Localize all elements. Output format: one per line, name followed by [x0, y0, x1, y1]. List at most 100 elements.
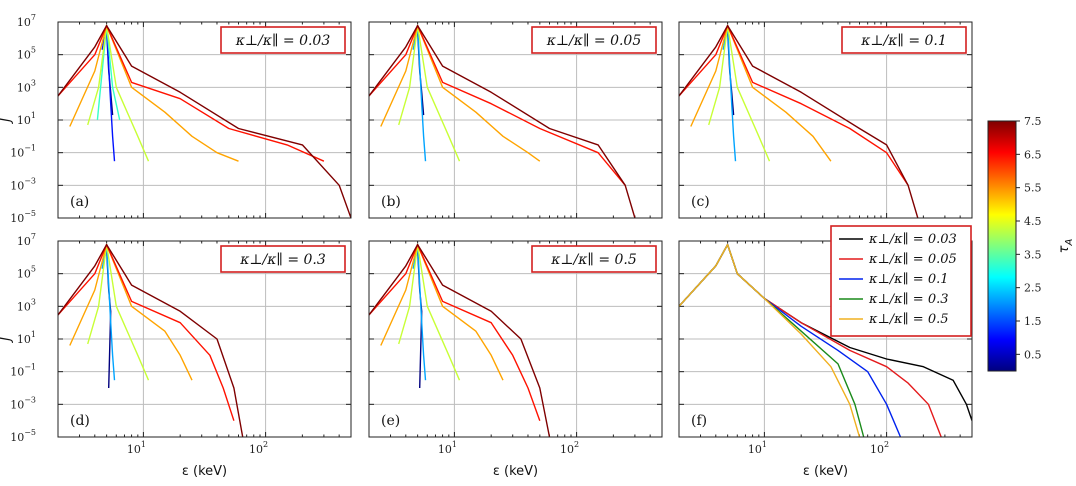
- series-line: [708, 24, 771, 162]
- ratio-label: κ⊥/κ∥ = 0.03: [235, 33, 331, 49]
- axis-ticks: [368, 21, 663, 219]
- y-tick-base: 10: [17, 268, 31, 281]
- y-tick-base: 10: [10, 431, 24, 444]
- series-line: [87, 24, 150, 162]
- series-line: [690, 24, 832, 162]
- y-tick-label: 10−1: [10, 363, 36, 379]
- colorbar-tick-label: 1.5: [1024, 315, 1042, 328]
- y-tick-label: 105: [17, 46, 36, 62]
- panel-label: (a): [70, 194, 89, 210]
- x-tick-exponent: 1: [141, 440, 146, 449]
- colorbar-tick-label: 5.5: [1024, 182, 1042, 195]
- ratio-box: [841, 26, 967, 54]
- x-axis-label: ε (keV): [493, 464, 538, 479]
- series-line: [369, 243, 541, 421]
- ratio-box: [220, 26, 346, 54]
- x-tick-label: 102: [870, 440, 889, 456]
- series-group: [679, 243, 972, 437]
- panel-c: (c) κ⊥/κ∥ = 0.1: [678, 21, 973, 219]
- legend-entry: κ⊥/κ∥ = 0.5: [868, 312, 949, 327]
- colorbar-label-main: τ: [1057, 245, 1072, 253]
- y-tick-label: 10−1: [10, 144, 36, 160]
- series-line: [87, 243, 150, 381]
- panel-label: (e): [381, 413, 400, 429]
- colorbar-tick-label: 2.5: [1024, 282, 1042, 295]
- y-tick-exponent: −3: [24, 176, 36, 185]
- legend-entry: κ⊥/κ∥ = 0.03: [868, 232, 957, 247]
- y-tick-exponent: 5: [31, 265, 36, 274]
- series-line: [679, 243, 861, 437]
- y-tick-exponent: 5: [31, 46, 36, 55]
- y-tick-label: 105: [17, 265, 36, 281]
- colorbar: 7.5 6.5 5.5 4.5 3.5 2.5 1.5 0.5 τA: [987, 115, 1075, 372]
- y-tick-label: 10−5: [10, 209, 36, 225]
- y-tick-label: 103: [17, 78, 36, 94]
- y-tick-base: 10: [10, 147, 24, 160]
- axes-frame: [368, 240, 663, 438]
- x-tick-exponent: 2: [574, 440, 579, 449]
- series-line: [369, 24, 636, 218]
- y-tick-base: 10: [10, 212, 24, 225]
- x-tick-exponent: 2: [263, 440, 268, 449]
- ratio-label: κ⊥/κ∥ = 0.3: [239, 252, 326, 268]
- series-line: [369, 24, 626, 186]
- colorbar-tick-label: 6.5: [1024, 148, 1042, 161]
- series-line: [69, 24, 239, 162]
- x-tick-base: 10: [560, 443, 574, 456]
- y-tick-label: 10−5: [10, 428, 36, 444]
- y-tick-base: 10: [17, 49, 31, 62]
- panel-label: (d): [70, 413, 90, 429]
- legend-entry: κ⊥/κ∥ = 0.1: [868, 272, 949, 287]
- x-tick-exponent: 2: [884, 440, 889, 449]
- y-tick-base: 10: [17, 114, 31, 127]
- y-tick-base: 10: [17, 81, 31, 94]
- y-tick-base: 10: [17, 333, 31, 346]
- series-line: [58, 243, 235, 421]
- x-tick-base: 10: [127, 443, 141, 456]
- series-group: [369, 243, 551, 437]
- y-tick-base: 10: [17, 16, 31, 29]
- ratio-box: [220, 245, 346, 273]
- series-line: [369, 243, 551, 437]
- x-tick-base: 10: [870, 443, 884, 456]
- axes-frame: [368, 21, 663, 219]
- y-tick-label: 10−3: [10, 395, 36, 411]
- y-tick-exponent: 1: [31, 111, 36, 120]
- x-tick-label: 102: [560, 440, 579, 456]
- colorbar-label: τA: [1057, 239, 1075, 254]
- legend-box: [830, 225, 972, 337]
- y-tick-exponent: −1: [24, 363, 36, 372]
- y-tick-exponent: −1: [24, 144, 36, 153]
- series-line: [58, 243, 244, 437]
- y-tick-label: 101: [17, 111, 36, 127]
- y-tick-exponent: −5: [24, 209, 36, 218]
- y-tick-exponent: 3: [31, 78, 36, 87]
- x-tick-exponent: 1: [762, 440, 767, 449]
- y-tick-label: 107: [17, 232, 36, 248]
- series-line: [69, 243, 193, 381]
- colorbar-tick-label: 7.5: [1024, 115, 1042, 128]
- series-group: [58, 243, 244, 437]
- axes-frame: [678, 240, 973, 438]
- y-tick-base: 10: [17, 235, 31, 248]
- x-tick-label: 102: [249, 440, 268, 456]
- colorbar-tick-label: 3.5: [1024, 248, 1042, 261]
- y-tick-base: 10: [10, 398, 24, 411]
- ratio-label: κ⊥/κ∥ = 0.1: [860, 33, 947, 49]
- x-axis-label: ε (keV): [182, 464, 227, 479]
- y-tick-label: 107: [17, 13, 36, 29]
- axes-frame: [57, 240, 352, 438]
- ratio-label: κ⊥/κ∥ = 0.5: [550, 252, 637, 268]
- y-axis-label: J: [0, 118, 14, 125]
- series-line: [398, 24, 461, 162]
- series-line: [679, 24, 919, 218]
- y-tick-exponent: −5: [24, 428, 36, 437]
- x-axis-label: ε (keV): [803, 464, 848, 479]
- series-line: [398, 243, 461, 381]
- panel-label: (b): [381, 194, 401, 210]
